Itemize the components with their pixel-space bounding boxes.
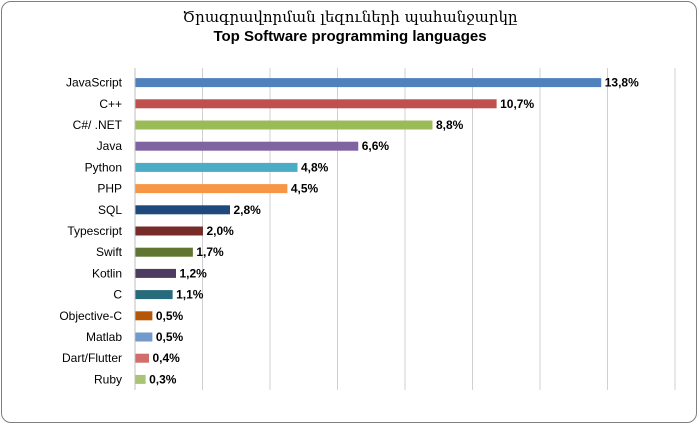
- value-label: 0,4%: [153, 351, 181, 365]
- bar: [135, 332, 153, 342]
- category-label: Matlab: [86, 330, 122, 344]
- category-label: SQL: [98, 203, 122, 217]
- labels: JavaScript 13,8% C++ 10,7% C#/ .NET 8,8% Java 6…: [59, 76, 639, 387]
- category-label: C: [113, 288, 122, 302]
- category-label: PHP: [97, 182, 122, 196]
- chart-title: Ծրագրավորման լեզուների պահանջարկը: [182, 8, 518, 26]
- category-label: Kotlin: [92, 266, 122, 280]
- value-label: 2,0%: [207, 224, 235, 238]
- category-label: Python: [85, 160, 122, 174]
- bar: [135, 247, 193, 257]
- bar: [135, 374, 146, 384]
- bar: [135, 268, 176, 278]
- bar: [135, 162, 298, 172]
- bar: [135, 99, 497, 109]
- bars: [135, 78, 602, 384]
- value-label: 1,1%: [176, 288, 204, 302]
- category-label: C++: [99, 97, 122, 111]
- category-label: JavaScript: [66, 76, 123, 90]
- bar: [135, 78, 602, 88]
- chart-subtitle: Top Software programming languages: [213, 28, 487, 45]
- category-label: Ruby: [94, 372, 122, 386]
- category-label: Swift: [96, 245, 123, 259]
- value-label: 0,3%: [149, 372, 177, 386]
- bar: [135, 290, 173, 300]
- value-label: 1,7%: [196, 245, 224, 259]
- value-label: 13,8%: [605, 76, 639, 90]
- value-label: 0,5%: [156, 309, 184, 323]
- category-label: Dart/Flutter: [62, 351, 122, 365]
- category-label: Typescript: [67, 224, 122, 238]
- value-label: 0,5%: [156, 330, 184, 344]
- bar: [135, 226, 203, 236]
- value-label: 8,8%: [436, 118, 464, 132]
- bar: [135, 311, 153, 321]
- value-label: 1,2%: [180, 266, 208, 280]
- category-label: C#/ .NET: [73, 118, 123, 132]
- bar: [135, 184, 288, 194]
- category-label: Java: [97, 139, 123, 153]
- value-label: 4,8%: [301, 160, 329, 174]
- category-label: Objective-C: [59, 309, 122, 323]
- bar: [135, 353, 149, 363]
- value-label: 4,5%: [291, 182, 319, 196]
- bar: [135, 141, 359, 151]
- value-label: 10,7%: [500, 97, 534, 111]
- value-label: 2,8%: [234, 203, 262, 217]
- value-label: 6,6%: [362, 139, 390, 153]
- bar: [135, 205, 230, 215]
- bar: [135, 120, 433, 130]
